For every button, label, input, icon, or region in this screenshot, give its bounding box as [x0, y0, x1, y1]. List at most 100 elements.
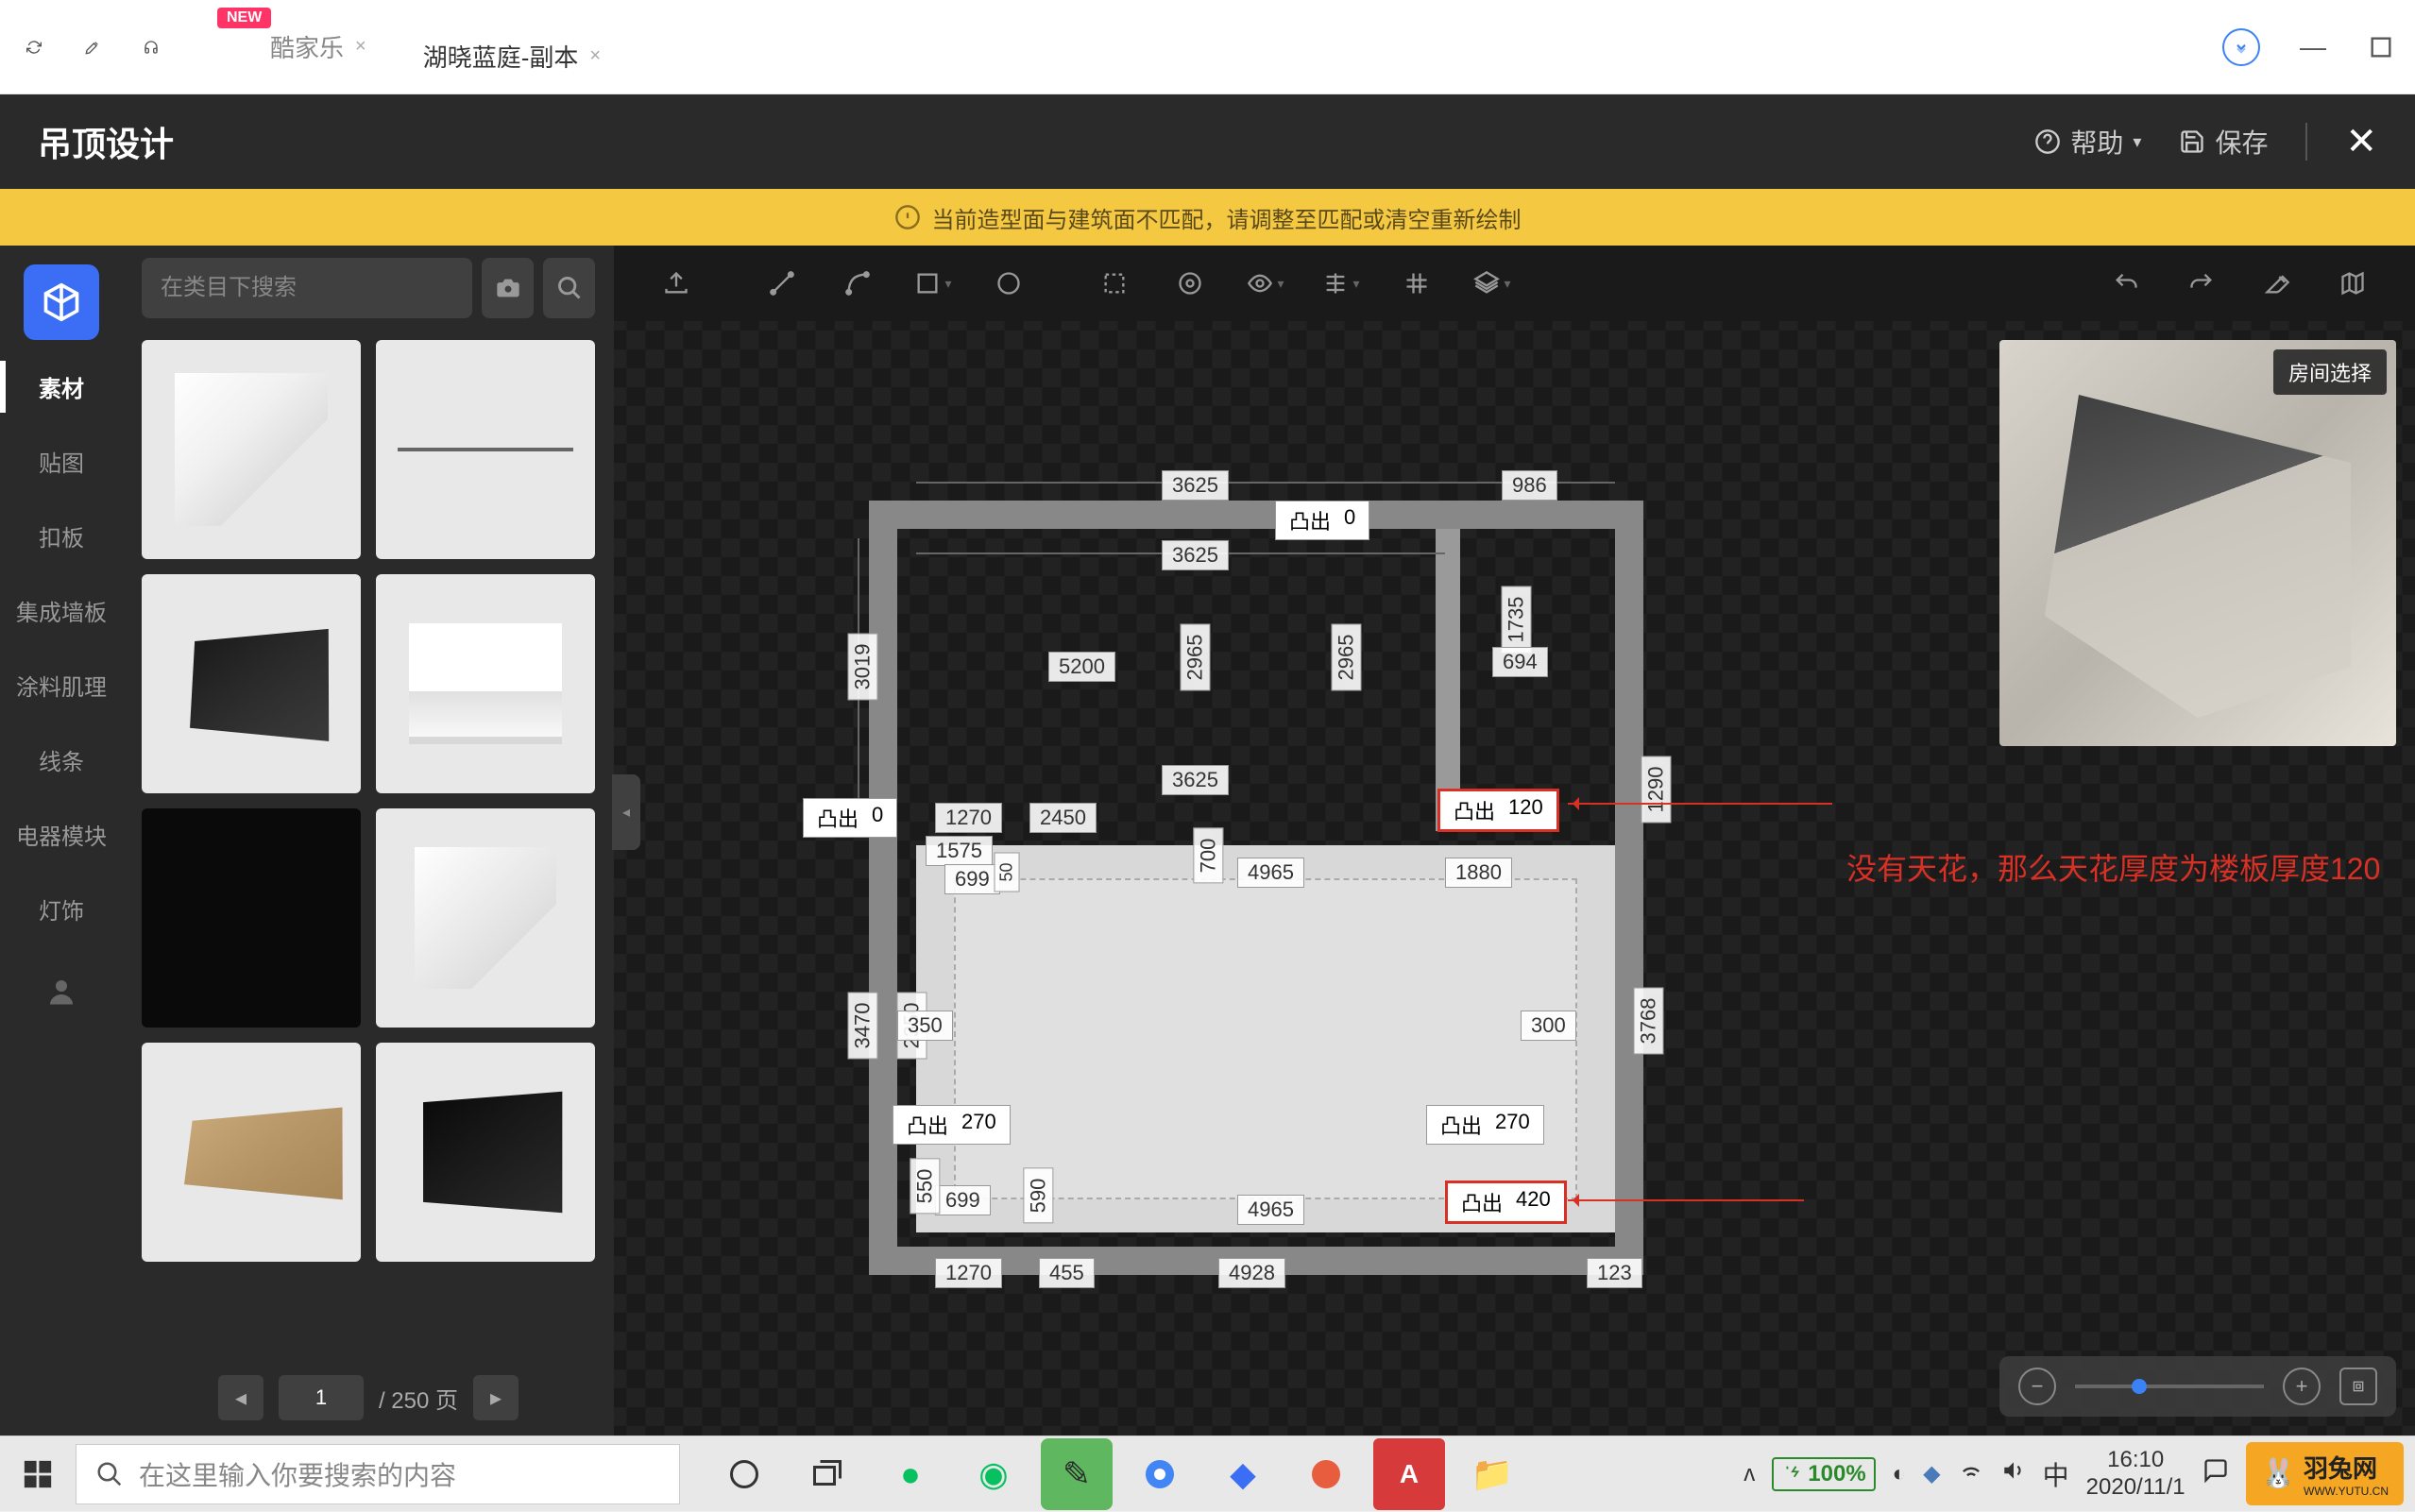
collapse-panel-button[interactable]: ◂ — [612, 774, 640, 850]
redo-icon[interactable] — [2168, 255, 2236, 312]
canvas-toolbar — [614, 246, 2415, 321]
cube-icon[interactable] — [24, 264, 99, 340]
upload-icon[interactable] — [642, 255, 710, 312]
help-button[interactable]: 帮助 ▾ — [2034, 123, 2141, 161]
align-tool-icon[interactable] — [1307, 255, 1375, 312]
page-input[interactable] — [279, 1375, 364, 1420]
app-explorer-icon[interactable]: 📁 — [1456, 1438, 1528, 1510]
material-grid — [123, 331, 614, 1360]
headphones-icon[interactable] — [136, 32, 166, 62]
minimize-button[interactable]: — — [2298, 32, 2328, 62]
cortana-icon[interactable] — [708, 1438, 780, 1510]
visibility-icon[interactable] — [1232, 255, 1300, 312]
start-button[interactable] — [0, 1436, 76, 1512]
line-tool-icon[interactable] — [748, 255, 816, 312]
search-input[interactable] — [142, 258, 472, 318]
circle-tool-icon[interactable] — [975, 255, 1043, 312]
taskview-icon[interactable] — [791, 1438, 863, 1510]
eraser-icon[interactable] — [2243, 255, 2311, 312]
material-item[interactable] — [376, 574, 595, 793]
extrude-bottom[interactable]: 凸出420 — [1445, 1181, 1567, 1224]
zoom-out-button[interactable]: − — [2018, 1368, 2056, 1405]
tray-chevron-icon[interactable]: ʌ — [1743, 1461, 1755, 1487]
nav-line[interactable]: 线条 — [0, 722, 123, 797]
app-header: 吊顶设计 帮助 ▾ 保存 ✕ — [0, 94, 2415, 189]
app-evernote-icon[interactable]: ✎ — [1041, 1438, 1113, 1510]
extrude-left[interactable]: 凸出0 — [803, 798, 897, 838]
dim: 5200 — [1048, 652, 1115, 682]
tab-project[interactable]: 湖晓蓝庭-副本 × — [395, 25, 629, 87]
target-tool-icon[interactable] — [1156, 255, 1224, 312]
tray-icon[interactable]: ◐ — [1893, 1461, 1907, 1487]
material-item[interactable] — [142, 574, 361, 793]
nav-appliance[interactable]: 电器模块 — [0, 797, 123, 872]
clock[interactable]: 16:10 2020/11/1 — [2086, 1447, 2185, 1502]
warning-bar: 当前造型面与建筑面不匹配，请调整至匹配或清空重新绘制 — [0, 189, 2415, 246]
dim: 3470 — [847, 993, 877, 1060]
ime-indicator[interactable]: 中 — [2043, 1455, 2069, 1493]
app-browser-icon[interactable] — [1290, 1438, 1362, 1510]
material-item[interactable] — [376, 340, 595, 559]
close-icon[interactable]: × — [355, 36, 366, 58]
extrude-bl[interactable]: 凸出270 — [893, 1105, 1011, 1145]
nav-panel[interactable]: 扣板 — [0, 499, 123, 573]
nav-lighting[interactable]: 灯饰 — [0, 872, 123, 946]
next-page-button[interactable]: ▸ — [473, 1375, 519, 1420]
material-item[interactable] — [142, 340, 361, 559]
help-label: 帮助 — [2070, 123, 2123, 161]
warning-text: 当前造型面与建筑面不匹配，请调整至匹配或清空重新绘制 — [932, 201, 1522, 234]
app-wechat2-icon[interactable]: ◉ — [958, 1438, 1029, 1510]
preview-3d[interactable]: 房间选择 — [1999, 340, 2396, 746]
dim: 699 — [935, 1185, 991, 1215]
save-button[interactable]: 保存 — [2179, 123, 2268, 161]
nav-paint[interactable]: 涂料肌理 — [0, 648, 123, 722]
sync-icon[interactable] — [19, 32, 49, 62]
wifi-icon[interactable] — [1958, 1457, 1984, 1490]
zoom-in-button[interactable]: + — [2283, 1368, 2321, 1405]
close-icon[interactable]: × — [589, 45, 601, 67]
app-wechat-icon[interactable]: ● — [875, 1438, 946, 1510]
undo-icon[interactable] — [2092, 255, 2160, 312]
nav-material[interactable]: 素材 — [0, 349, 123, 424]
notifications-icon[interactable] — [2202, 1457, 2229, 1490]
search-icon[interactable] — [543, 258, 595, 318]
grid-tool-icon[interactable] — [1383, 255, 1451, 312]
zoom-slider[interactable] — [2075, 1385, 2264, 1388]
canvas[interactable]: 凸出0 3625 986 3625 5200 2965 2965 3019 17… — [614, 321, 2415, 1436]
extrude-mid[interactable]: 凸出120 — [1437, 789, 1559, 832]
user-icon[interactable] — [0, 975, 123, 1016]
zoom-controls: − + — [1999, 1356, 2396, 1417]
left-nav: 素材 贴图 扣板 集成墙板 涂料肌理 线条 电器模块 灯饰 — [0, 246, 123, 1436]
material-item[interactable] — [142, 808, 361, 1028]
app-autocad-icon[interactable]: A — [1373, 1438, 1445, 1510]
battery-status[interactable]: 100% — [1772, 1457, 1875, 1491]
arc-tool-icon[interactable] — [824, 255, 892, 312]
taskbar-search[interactable]: 在这里输入你要搜索的内容 — [76, 1444, 680, 1504]
zoom-fit-button[interactable] — [2339, 1368, 2377, 1405]
taskbar: 在这里输入你要搜索的内容 ● ◉ ✎ ◆ A 📁 ʌ 100% ◐ ◆ 中 16… — [0, 1436, 2415, 1511]
app-kujiale-icon[interactable]: ◆ — [1207, 1438, 1279, 1510]
camera-icon[interactable] — [482, 258, 534, 318]
material-item[interactable] — [376, 1043, 595, 1262]
material-item[interactable] — [376, 808, 595, 1028]
dim: 300 — [1521, 1011, 1576, 1041]
prev-page-button[interactable]: ◂ — [218, 1375, 264, 1420]
expand-down-icon[interactable] — [2222, 28, 2260, 66]
close-button[interactable]: ✕ — [2345, 120, 2377, 163]
material-item[interactable] — [142, 1043, 361, 1262]
tray-icon[interactable]: ◆ — [1923, 1460, 1940, 1487]
page-title: 吊顶设计 — [38, 117, 174, 166]
nav-wallpanel[interactable]: 集成墙板 — [0, 573, 123, 648]
rect-tool-icon[interactable] — [899, 255, 967, 312]
nav-texture[interactable]: 贴图 — [0, 424, 123, 499]
select-tool-icon[interactable] — [1080, 255, 1148, 312]
room-select-button[interactable]: 房间选择 — [2273, 349, 2387, 395]
maximize-button[interactable] — [2366, 32, 2396, 62]
layers-tool-icon[interactable] — [1458, 255, 1526, 312]
app-chrome-icon[interactable] — [1124, 1438, 1196, 1510]
extrude-top[interactable]: 凸出0 — [1275, 501, 1369, 540]
eyedropper-icon[interactable] — [77, 32, 108, 62]
extrude-br[interactable]: 凸出270 — [1426, 1105, 1544, 1145]
volume-icon[interactable] — [2001, 1458, 2026, 1489]
map-icon[interactable] — [2319, 255, 2387, 312]
